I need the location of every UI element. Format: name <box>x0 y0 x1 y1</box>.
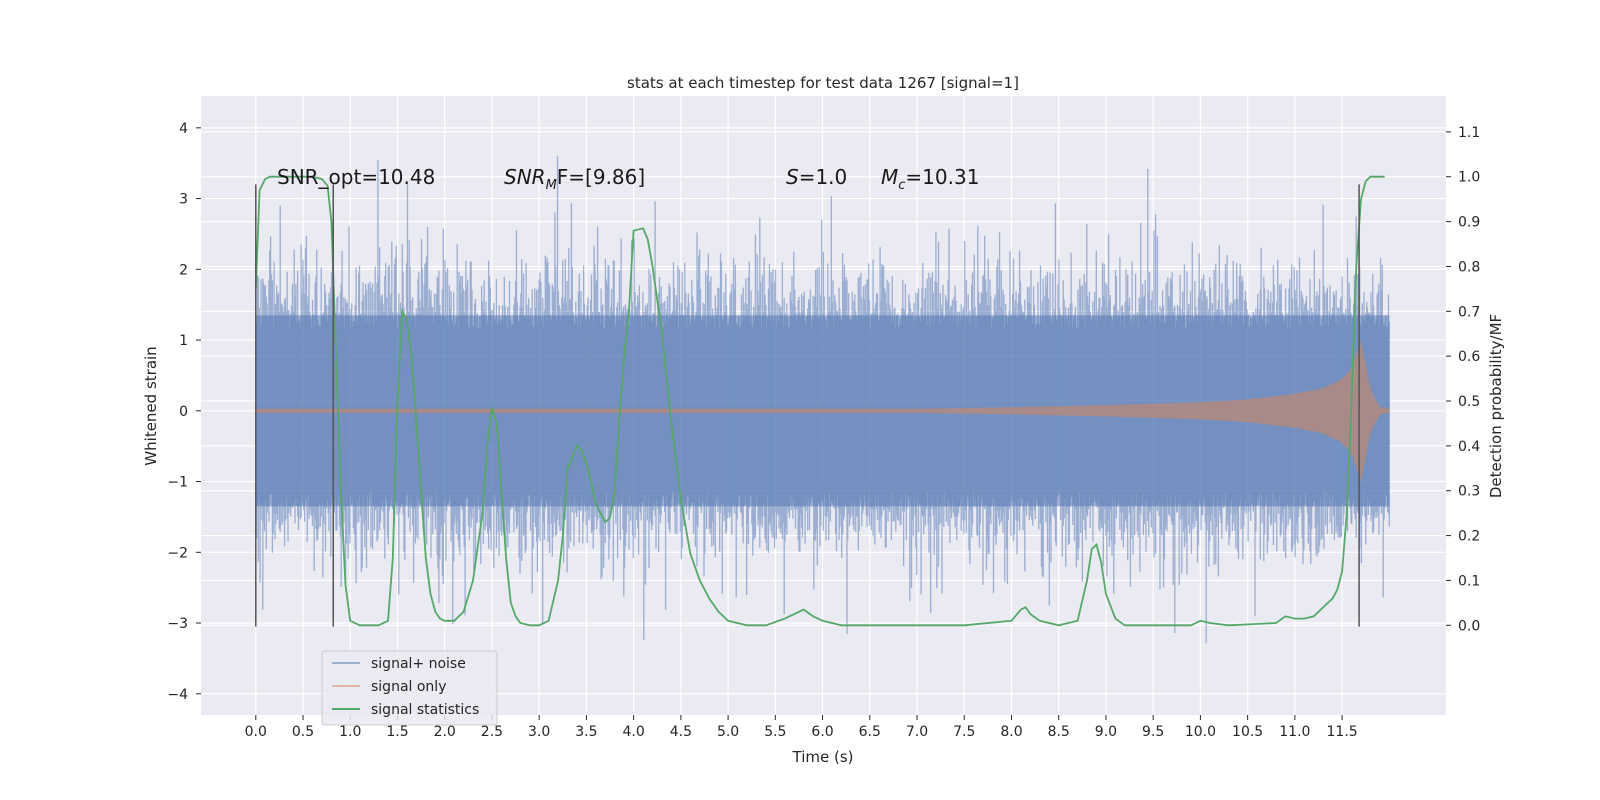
y-right-tick-label: 0.4 <box>1458 439 1480 455</box>
x-tick-label: 0.5 <box>292 724 314 740</box>
x-tick-label: 2.5 <box>481 724 503 740</box>
mc-symbol: M <box>881 165 898 189</box>
x-tick-label: 3.5 <box>575 724 597 740</box>
x-tick-label: 8.5 <box>1048 724 1070 740</box>
x-tick-label: 3.0 <box>528 724 550 740</box>
y-right-axis-ticks: 0.0 0.1 0.2 0.3 0.4 0.5 0.6 0.7 0.8 0.9 1.0 1.1 <box>1446 125 1480 634</box>
snr-mf-value: F=[9.86] <box>557 165 645 189</box>
y-right-tick-label: 1.0 <box>1458 170 1480 186</box>
y-right-axis-label: Detection probability/MF <box>1487 314 1505 498</box>
snr-mf-subscript: M <box>546 178 557 193</box>
legend-label-stats: signal statistics <box>371 702 479 718</box>
y-right-tick-label: 1.1 <box>1458 125 1480 141</box>
x-tick-label: 7.0 <box>906 724 928 740</box>
x-tick-label: 6.5 <box>859 724 881 740</box>
x-tick-label: 2.0 <box>434 724 456 740</box>
x-tick-label: 9.5 <box>1142 724 1164 740</box>
x-tick-label: 1.5 <box>386 724 408 740</box>
legend: signal+ noise signal only signal statist… <box>321 650 498 726</box>
signal-only-trace <box>255 340 1390 482</box>
y-right-tick-label: 0.8 <box>1458 259 1480 275</box>
y-right-tick-label: 0.9 <box>1458 215 1480 231</box>
s-annotation: S=1.0 <box>786 165 847 189</box>
s-value: =1.0 <box>799 165 848 189</box>
x-tick-label: 4.5 <box>670 724 692 740</box>
legend-box <box>321 650 498 726</box>
y-right-tick-label: 0.2 <box>1458 529 1480 545</box>
signal-only-series <box>255 340 1390 482</box>
x-tick-label: 8.0 <box>1000 724 1022 740</box>
y-right-tick-label: 0.1 <box>1458 573 1480 589</box>
statistics-series <box>254 175 1385 627</box>
x-tick-label: 0.0 <box>245 724 267 740</box>
y-right-tick-label: 0.3 <box>1458 484 1480 500</box>
x-tick-label: 4.0 <box>622 724 644 740</box>
y-right-tick-label: 0.7 <box>1458 304 1480 320</box>
y-left-tick-label: 0 <box>179 404 188 420</box>
y-left-tick-label: −2 <box>167 545 188 561</box>
x-tick-label: 6.0 <box>811 724 833 740</box>
y-left-tick-label: 4 <box>179 121 188 137</box>
x-axis-label: Time (s) <box>792 748 854 766</box>
legend-label-noise: signal+ noise <box>371 656 466 672</box>
y-left-tick-label: −3 <box>167 616 188 632</box>
x-tick-label: 10.0 <box>1185 724 1216 740</box>
y-left-tick-label: 3 <box>179 192 188 208</box>
y-right-tick-label: 0.5 <box>1458 394 1480 410</box>
y-left-tick-label: −4 <box>167 687 188 703</box>
x-tick-label: 10.5 <box>1232 724 1263 740</box>
y-left-axis-label: Whitened strain <box>142 346 160 465</box>
y-left-tick-label: 2 <box>179 262 188 278</box>
x-tick-label: 11.5 <box>1327 724 1358 740</box>
mc-value: =10.31 <box>905 165 979 189</box>
y-left-axis-ticks: −4 −3 −2 −1 0 1 2 3 4 <box>167 121 201 703</box>
y-left-tick-label: 1 <box>179 333 188 349</box>
x-tick-label: 11.0 <box>1279 724 1310 740</box>
y-left-tick-label: −1 <box>167 475 188 491</box>
snr-opt-annotation: SNR_opt=10.48 <box>277 165 435 189</box>
x-tick-label: 5.5 <box>764 724 786 740</box>
statistics-line <box>254 175 1385 627</box>
snr-mf-symbol: SNR <box>504 165 546 189</box>
s-symbol: S <box>786 165 799 189</box>
y-right-tick-label: 0.0 <box>1458 618 1480 634</box>
mc-annotation: Mc=10.31 <box>881 165 979 193</box>
mc-subscript: c <box>898 178 905 193</box>
x-tick-label: 1.0 <box>339 724 361 740</box>
event-markers <box>255 184 1360 627</box>
x-tick-label: 5.0 <box>717 724 739 740</box>
x-tick-label: 9.0 <box>1095 724 1117 740</box>
legend-label-signal: signal only <box>371 679 446 695</box>
snr-mf-annotation: SNRMF=[9.86] <box>504 165 645 193</box>
x-tick-label: 7.5 <box>953 724 975 740</box>
chart-title: stats at each timestep for test data 126… <box>627 74 1019 92</box>
x-axis-ticks: 0.0 0.5 1.0 1.5 2.0 2.5 3.0 3.5 4.0 4.5 5.0 5.5 6.0 6… <box>245 715 1358 740</box>
y-right-tick-label: 0.6 <box>1458 349 1480 365</box>
